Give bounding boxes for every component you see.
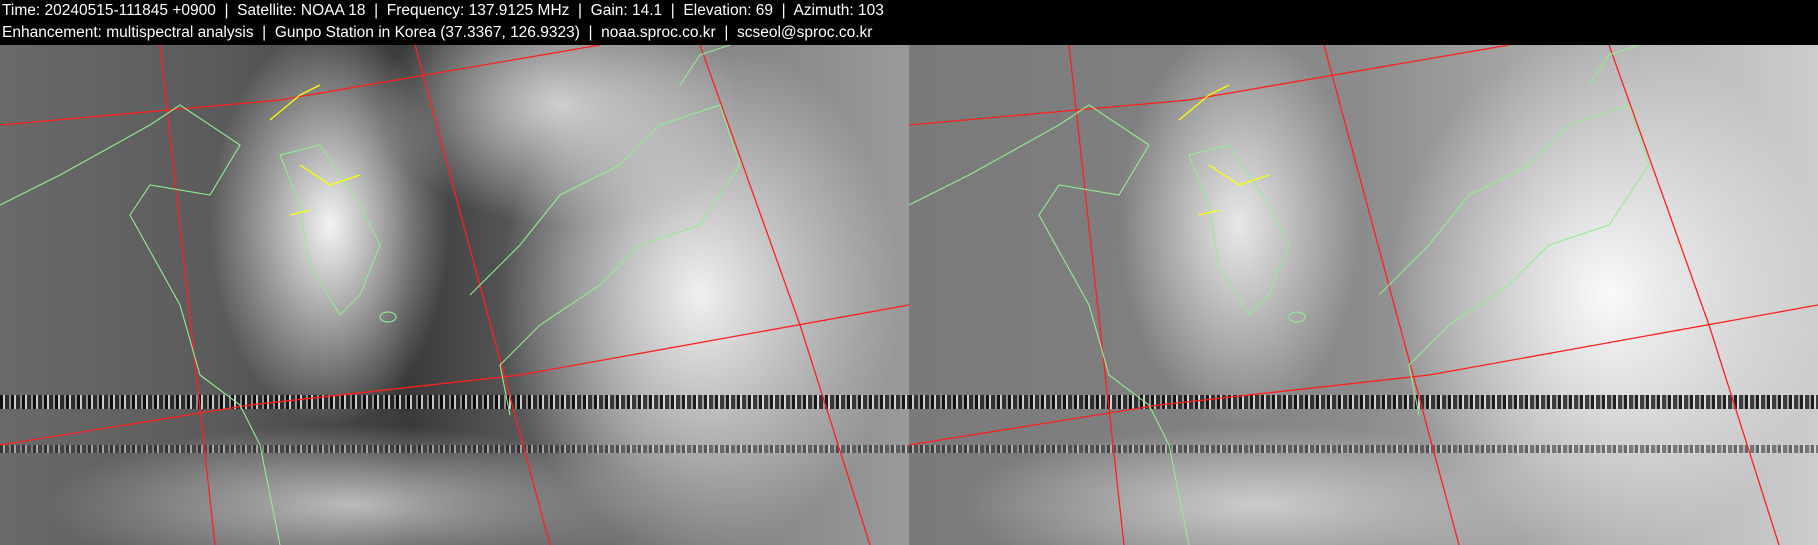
header-line-2: Enhancement: multispectral analysis | Gu… xyxy=(2,24,873,41)
noise-band xyxy=(0,395,909,409)
borders xyxy=(1178,84,1270,216)
coastlines xyxy=(0,45,741,545)
coastlines xyxy=(909,45,1650,545)
noise-band xyxy=(0,445,909,453)
noise-band xyxy=(909,445,1818,453)
satellite-image-right xyxy=(909,45,1818,545)
borders xyxy=(269,84,361,216)
lat-lon-grid xyxy=(0,45,909,545)
satellite-image-left xyxy=(0,45,909,545)
overlay-map xyxy=(0,45,909,545)
overlay-map xyxy=(909,45,1818,545)
noise-band xyxy=(909,395,1818,409)
lat-lon-grid xyxy=(909,45,1818,545)
header-line-1: Time: 20240515-111845 +0900 | Satellite:… xyxy=(2,2,884,19)
info-header: Time: 20240515-111845 +0900 | Satellite:… xyxy=(0,0,1818,45)
